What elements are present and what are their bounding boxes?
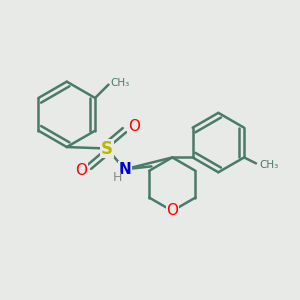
Text: O: O [75, 163, 87, 178]
Text: N: N [118, 162, 131, 177]
Text: CH₃: CH₃ [111, 78, 130, 88]
Text: S: S [101, 140, 113, 158]
Text: O: O [128, 119, 140, 134]
Text: H: H [112, 171, 122, 184]
Text: CH₃: CH₃ [259, 160, 278, 170]
Text: O: O [166, 203, 178, 218]
